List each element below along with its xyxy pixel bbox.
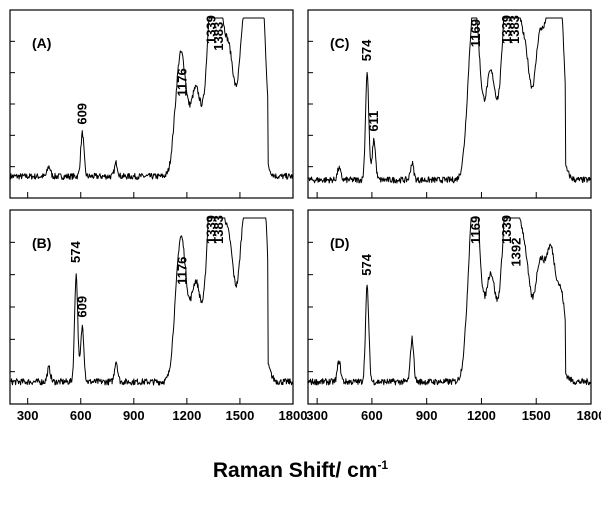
x-axis-title-unit-exponent: -1 bbox=[377, 458, 389, 472]
peak-label: 574 bbox=[359, 39, 374, 61]
x-tick-label: 1500 bbox=[225, 408, 254, 423]
panel-label: (C) bbox=[330, 35, 349, 51]
panel-label: (D) bbox=[330, 235, 349, 251]
peak-label: 1339 bbox=[203, 15, 218, 44]
spectrum-line bbox=[10, 217, 293, 386]
peak-label: 574 bbox=[68, 241, 83, 263]
x-tick-label: 1200 bbox=[467, 408, 496, 423]
peak-label: 574 bbox=[359, 253, 374, 275]
peak-label: 609 bbox=[74, 296, 89, 318]
panel-label: (B) bbox=[32, 235, 51, 251]
x-tick-label: 300 bbox=[306, 408, 328, 423]
peak-label: 1383 bbox=[211, 22, 226, 51]
panel-frame bbox=[307, 9, 592, 199]
panel-label: (A) bbox=[32, 35, 51, 51]
peak-label: 1169 bbox=[468, 216, 483, 244]
peak-label: 1392 bbox=[509, 238, 524, 267]
panel-frame bbox=[9, 9, 294, 199]
panel-frame bbox=[9, 209, 294, 405]
peak-label: 1383 bbox=[507, 15, 522, 44]
x-tick-label: 900 bbox=[123, 408, 145, 423]
x-tick-label: 900 bbox=[416, 408, 438, 423]
x-tick-label: 1800 bbox=[577, 408, 601, 423]
spectrum-line bbox=[308, 17, 592, 184]
peak-label: 1176 bbox=[175, 257, 190, 285]
x-tick-label: 600 bbox=[70, 408, 92, 423]
x-tick-label: 1200 bbox=[172, 408, 201, 423]
peak-label: 1176 bbox=[175, 68, 190, 96]
peak-label: 1339 bbox=[499, 15, 514, 44]
x-axis-title: Raman Shift/ cm-1 bbox=[0, 458, 601, 483]
x-tick-label: 1800 bbox=[279, 408, 308, 423]
peak-label: 611 bbox=[366, 111, 381, 132]
panel-frame bbox=[307, 209, 592, 405]
spectrum-line bbox=[308, 217, 592, 386]
x-axis-title-text: Raman Shift/ cm bbox=[212, 459, 378, 482]
peak-label: 609 bbox=[74, 103, 89, 125]
peak-label: 1383 bbox=[211, 215, 226, 244]
peak-label: 1339 bbox=[499, 215, 514, 244]
x-tick-label: 300 bbox=[17, 408, 39, 423]
peak-label: 1339 bbox=[203, 215, 218, 244]
spectrum-line bbox=[10, 17, 293, 180]
x-tick-label: 600 bbox=[361, 408, 383, 423]
peak-label: 1169 bbox=[468, 19, 483, 47]
x-tick-label: 1500 bbox=[522, 408, 551, 423]
